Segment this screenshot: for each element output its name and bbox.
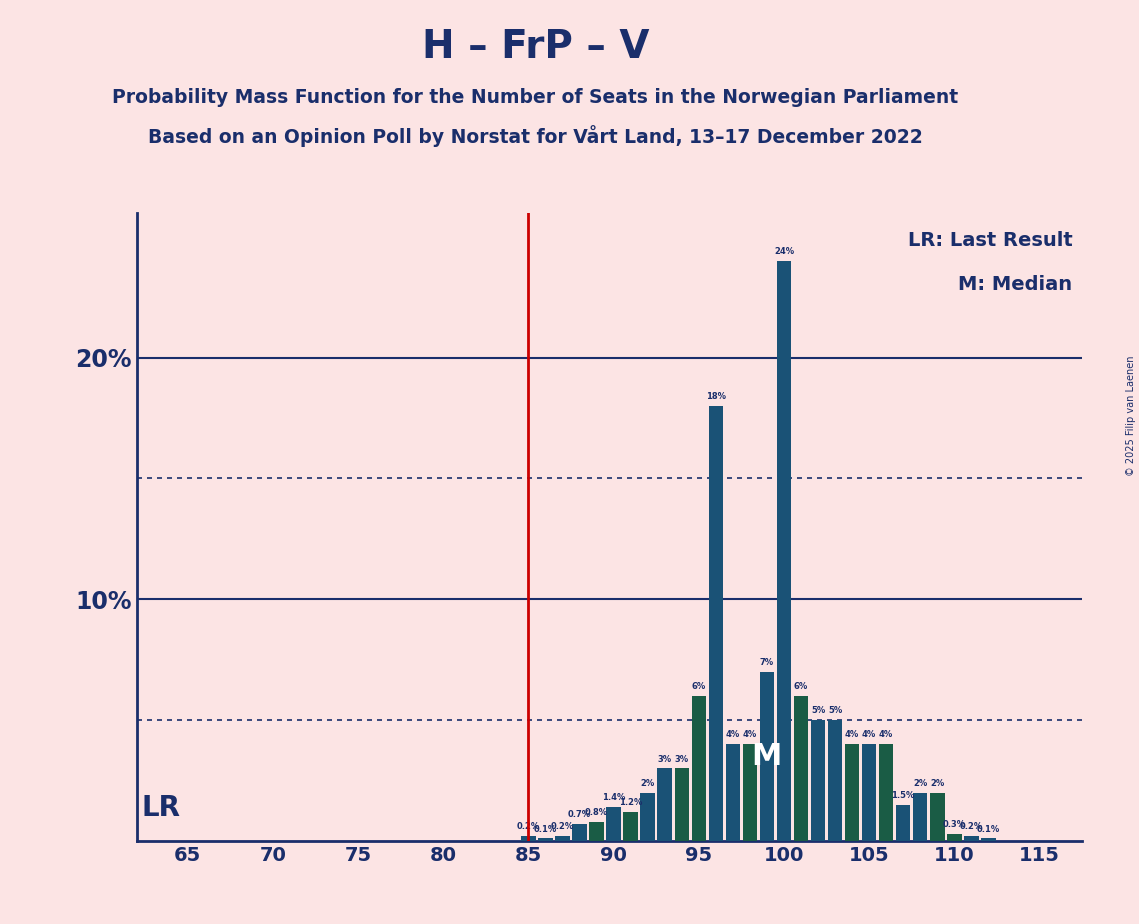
Text: 5%: 5% [828,706,842,715]
Bar [828,720,843,841]
Text: 3%: 3% [657,755,672,763]
Bar [794,696,809,841]
Text: 0.3%: 0.3% [943,820,966,829]
Bar [539,838,552,841]
Text: 2%: 2% [913,779,927,787]
Bar [743,744,757,841]
Text: 4%: 4% [743,730,757,739]
Bar [931,793,944,841]
Bar [760,672,775,841]
Text: Probability Mass Function for the Number of Seats in the Norwegian Parliament: Probability Mass Function for the Number… [113,88,958,107]
Bar [708,406,723,841]
Bar [862,744,876,841]
Bar [589,821,604,841]
Text: 0.2%: 0.2% [551,822,574,832]
Text: 1.2%: 1.2% [618,798,642,807]
Text: 0.7%: 0.7% [568,810,591,819]
Text: H – FrP – V: H – FrP – V [421,28,649,66]
Text: 6%: 6% [691,682,706,691]
Text: 6%: 6% [794,682,808,691]
Text: 4%: 4% [879,730,893,739]
Text: 2%: 2% [931,779,944,787]
Text: LR: Last Result: LR: Last Result [908,231,1073,250]
Text: 4%: 4% [862,730,876,739]
Text: 18%: 18% [706,392,726,401]
Bar [981,838,995,841]
Bar [726,744,740,841]
Text: 24%: 24% [773,247,794,256]
Text: 0.1%: 0.1% [534,824,557,833]
Bar [522,836,535,841]
Text: 0.2%: 0.2% [960,822,983,832]
Text: 1.5%: 1.5% [892,791,915,800]
Bar [657,769,672,841]
Text: 0.8%: 0.8% [585,808,608,817]
Bar [964,836,978,841]
Bar [879,744,893,841]
Text: 1.4%: 1.4% [601,793,625,802]
Bar [845,744,859,841]
Bar [777,261,792,841]
Bar [691,696,706,841]
Text: M: M [752,742,782,771]
Bar [606,807,621,841]
Text: 2%: 2% [640,779,655,787]
Bar [623,812,638,841]
Text: LR: LR [141,794,181,821]
Text: 4%: 4% [845,730,859,739]
Text: Based on an Opinion Poll by Norstat for Vårt Land, 13–17 December 2022: Based on an Opinion Poll by Norstat for … [148,125,923,147]
Bar [913,793,927,841]
Bar [896,805,910,841]
Text: 4%: 4% [726,730,740,739]
Text: 5%: 5% [811,706,825,715]
Text: 7%: 7% [760,658,775,667]
Bar [811,720,826,841]
Text: M: Median: M: Median [959,275,1073,295]
Text: 0.2%: 0.2% [517,822,540,832]
Bar [674,769,689,841]
Bar [947,833,961,841]
Text: © 2025 Filip van Laenen: © 2025 Filip van Laenen [1126,356,1136,476]
Bar [556,836,570,841]
Bar [572,824,587,841]
Text: 0.1%: 0.1% [977,824,1000,833]
Bar [640,793,655,841]
Text: 3%: 3% [674,755,689,763]
